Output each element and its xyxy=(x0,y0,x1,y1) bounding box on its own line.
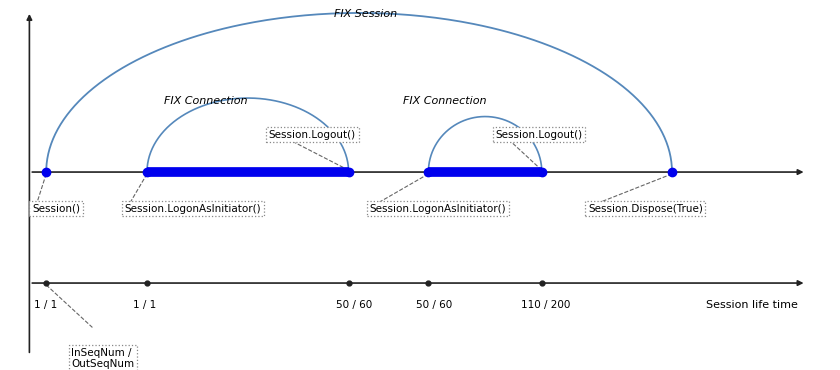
Text: 1 / 1: 1 / 1 xyxy=(133,300,156,310)
Text: Session life time: Session life time xyxy=(706,300,797,310)
Text: Session.Logout(): Session.Logout() xyxy=(269,130,356,139)
Text: Session.LogonAsInitiator(): Session.LogonAsInitiator() xyxy=(124,204,261,213)
Text: FIX Connection: FIX Connection xyxy=(164,96,248,106)
Text: Session(): Session() xyxy=(32,204,80,213)
Text: FIX Session: FIX Session xyxy=(333,9,397,19)
Text: InSeqNum /
OutSeqNum: InSeqNum / OutSeqNum xyxy=(71,348,134,369)
Text: Session.Dispose(True): Session.Dispose(True) xyxy=(588,204,703,213)
Text: 50 / 60: 50 / 60 xyxy=(336,300,372,310)
Text: 110 / 200: 110 / 200 xyxy=(521,300,570,310)
Text: Session.LogonAsInitiator(): Session.LogonAsInitiator() xyxy=(370,204,507,213)
Text: 1 / 1: 1 / 1 xyxy=(34,300,57,310)
Text: Session.Logout(): Session.Logout() xyxy=(496,130,583,139)
Text: 50 / 60: 50 / 60 xyxy=(416,300,452,310)
Text: FIX Connection: FIX Connection xyxy=(403,96,487,106)
